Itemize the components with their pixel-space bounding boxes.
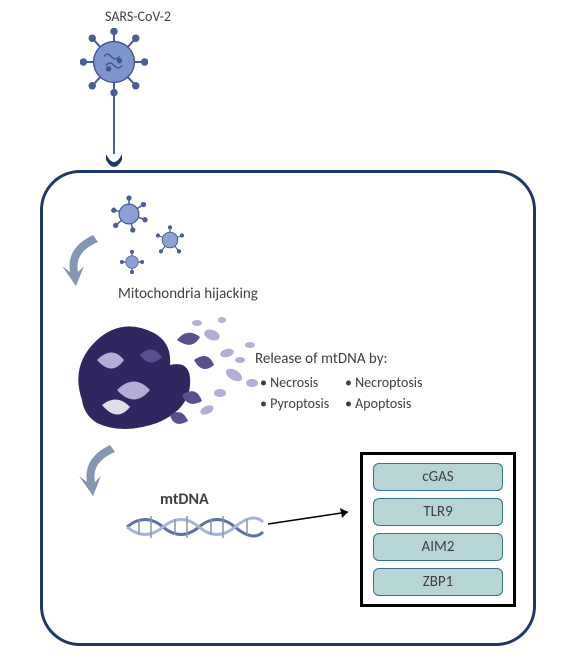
arrow-icon	[266, 504, 360, 530]
receptor-icon	[104, 152, 124, 174]
process-arrow-icon	[58, 230, 108, 290]
mitochondria-icon	[62, 305, 272, 440]
sensor-item: cGAS	[373, 463, 503, 491]
diagram-canvas: SARS-CoV-2	[0, 0, 564, 658]
bullet-item: Pyroptosis	[260, 393, 329, 414]
mtdna-label: mtDNA	[160, 490, 209, 509]
entry-line	[113, 96, 115, 154]
sensor-item: ZBP1	[373, 568, 503, 596]
sars-cov-2-icon	[80, 28, 148, 96]
bullet-item: Apoptosis	[345, 393, 423, 414]
hijack-label: Mitochondria hijacking	[118, 285, 258, 303]
sensor-item: AIM2	[373, 533, 503, 561]
virus-name-label: SARS-CoV-2	[105, 8, 171, 25]
bullet-item: Necrosis	[260, 372, 329, 393]
dna-sensor-panel: cGAS TLR9 AIM2 ZBP1	[360, 452, 516, 607]
bullet-item: Necroptosis	[345, 372, 423, 393]
virion-icon	[120, 250, 144, 274]
virion-icon	[155, 225, 185, 255]
dna-icon	[125, 510, 265, 544]
process-arrow-icon	[75, 440, 125, 500]
release-bullets-right: Necroptosis Apoptosis	[345, 372, 423, 414]
release-title: Release of mtDNA by:	[255, 350, 388, 368]
sensor-item: TLR9	[373, 498, 503, 526]
release-bullets-left: Necrosis Pyroptosis	[260, 372, 329, 414]
virion-icon	[110, 195, 148, 233]
